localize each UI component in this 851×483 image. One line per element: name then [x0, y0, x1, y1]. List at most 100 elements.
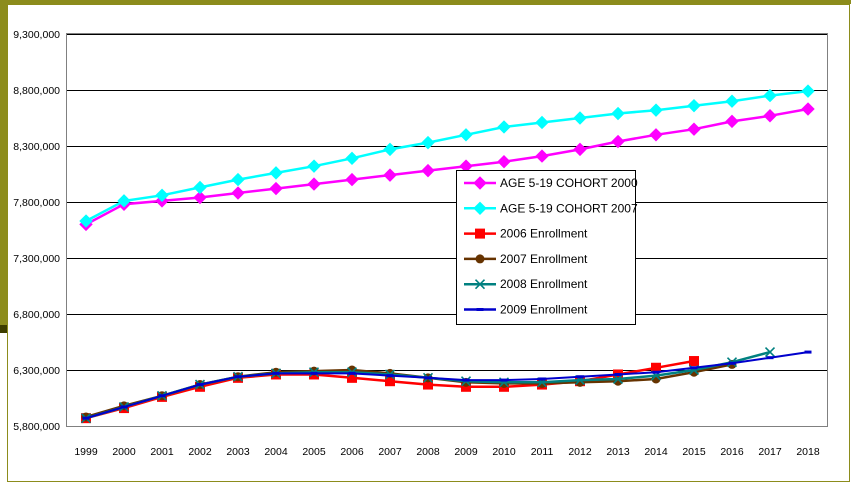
- data-point: [120, 405, 128, 409]
- data-point: [383, 142, 397, 157]
- y-tick-label: 9,300,000: [13, 29, 60, 41]
- y-tick-label: 8,300,000: [13, 141, 60, 153]
- legend-item-2008-enrollment: 2008 Enrollment: [464, 277, 588, 291]
- legend-label: 2007 Enrollment: [500, 252, 588, 266]
- x-tick-label: 2018: [796, 446, 820, 458]
- x-tick-label: 2012: [568, 446, 592, 458]
- y-tick-label: 5,800,000: [13, 421, 60, 433]
- slide-accent-top-bar: [0, 0, 851, 4]
- slide-accent-notch: [0, 325, 7, 333]
- x-tick-label: 2003: [226, 446, 250, 458]
- data-point: [269, 166, 283, 180]
- series-line: [85, 351, 809, 420]
- data-point: [725, 94, 739, 108]
- data-point: [690, 366, 698, 370]
- data-point: [272, 371, 280, 375]
- series-age-5-19-cohort-2007: [79, 84, 815, 228]
- series-2009-enrollment: [82, 350, 812, 420]
- legend-label: AGE 5-19 COHORT 2000: [500, 176, 638, 190]
- data-point: [348, 371, 356, 375]
- data-point: [423, 379, 433, 390]
- data-point: [424, 376, 432, 380]
- data-point: [158, 394, 166, 398]
- legend-label: 2009 Enrollment: [500, 303, 588, 317]
- x-tick-label: 1999: [74, 446, 98, 458]
- data-point: [766, 356, 774, 360]
- legend: AGE 5-19 COHORT 2000 AGE 5-19 COHORT 2007…: [456, 170, 638, 325]
- data-point: [345, 172, 359, 187]
- data-point: [196, 383, 204, 387]
- x-tick-label: 2015: [682, 446, 706, 458]
- x-tick-label: 2014: [644, 446, 668, 458]
- y-tick-label: 6,300,000: [13, 365, 60, 377]
- data-point: [459, 128, 473, 142]
- data-point: [687, 98, 701, 113]
- legend-marker: [475, 228, 485, 239]
- data-point: [310, 371, 318, 375]
- data-point: [535, 149, 549, 163]
- data-point: [649, 103, 663, 117]
- x-tick-label: 2009: [454, 446, 478, 458]
- x-tick-label: 2016: [720, 446, 744, 458]
- data-point: [383, 168, 397, 182]
- data-point: [231, 186, 245, 200]
- legend-item-age-5-19-cohort-2007: AGE 5-19 COHORT 2007: [464, 201, 638, 215]
- data-point: [500, 378, 508, 382]
- data-point: [421, 163, 435, 178]
- x-tick-label: 2001: [150, 446, 174, 458]
- legend-marker: [475, 254, 485, 264]
- series-age-5-19-cohort-2000: [79, 102, 815, 232]
- data-point: [651, 362, 661, 373]
- data-point: [234, 375, 242, 379]
- x-tick-label: 2013: [606, 446, 630, 458]
- data-point: [573, 142, 587, 157]
- data-point: [611, 134, 625, 149]
- y-tick-label: 7,300,000: [13, 253, 60, 265]
- x-tick-label: 2005: [302, 446, 326, 458]
- data-point: [576, 375, 584, 379]
- legend-marker: [474, 279, 486, 290]
- legend-label: 2006 Enrollment: [500, 227, 588, 241]
- x-tick-label: 2002: [188, 446, 212, 458]
- legend-item-2006-enrollment: 2006 Enrollment: [464, 227, 588, 241]
- data-point: [462, 378, 470, 382]
- data-point: [725, 114, 739, 129]
- legend-marker: [476, 308, 484, 311]
- data-point: [538, 377, 546, 381]
- x-tick-label: 2011: [531, 446, 554, 458]
- legend-box: [456, 170, 636, 325]
- data-point: [801, 102, 815, 116]
- slide-accent-left-bar: [0, 0, 7, 325]
- series-2006-enrollment: [81, 356, 699, 424]
- data-point: [763, 109, 777, 123]
- plot-area-border: [66, 33, 828, 427]
- data-point: [763, 88, 777, 103]
- legend-marker: [473, 176, 487, 190]
- data-point: [801, 84, 815, 98]
- data-point: [764, 347, 776, 358]
- data-point: [347, 372, 357, 383]
- data-point: [385, 376, 395, 387]
- data-point: [117, 194, 131, 208]
- data-point: [345, 151, 359, 166]
- data-point: [611, 106, 625, 121]
- x-tick-label: 2006: [340, 446, 364, 458]
- data-point: [307, 177, 321, 191]
- legend-label: 2008 Enrollment: [500, 277, 588, 291]
- series-line: [85, 89, 809, 223]
- legend-label: AGE 5-19 COHORT 2007: [500, 201, 638, 215]
- chart-frame-border: [7, 4, 850, 482]
- x-tick-label: 2007: [378, 446, 402, 458]
- x-tick-label: 2017: [758, 446, 782, 458]
- data-point: [649, 128, 663, 142]
- data-point: [193, 190, 207, 205]
- legend-item-2007-enrollment: 2007 Enrollment: [464, 252, 588, 266]
- data-point: [535, 115, 549, 130]
- data-point: [804, 350, 812, 354]
- data-point: [497, 120, 511, 134]
- data-point: [573, 111, 587, 125]
- data-point: [728, 361, 736, 365]
- data-point: [79, 214, 93, 228]
- data-point: [652, 370, 660, 374]
